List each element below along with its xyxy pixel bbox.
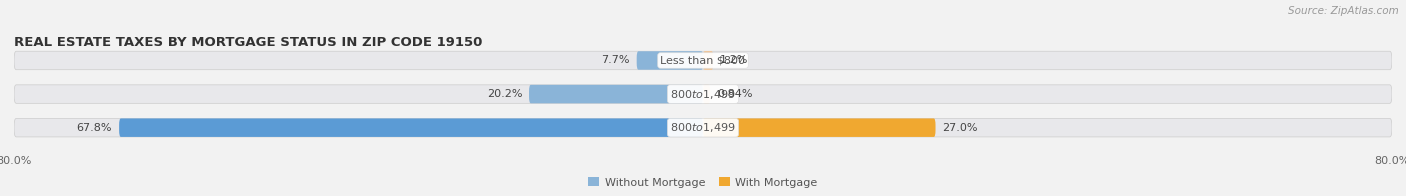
FancyBboxPatch shape bbox=[703, 118, 935, 137]
FancyBboxPatch shape bbox=[637, 51, 703, 70]
Text: 20.2%: 20.2% bbox=[486, 89, 522, 99]
Text: $800 to $1,499: $800 to $1,499 bbox=[671, 121, 735, 134]
FancyBboxPatch shape bbox=[14, 51, 1392, 70]
FancyBboxPatch shape bbox=[703, 85, 710, 103]
Text: 67.8%: 67.8% bbox=[77, 123, 112, 133]
Text: Less than $800: Less than $800 bbox=[661, 55, 745, 65]
FancyBboxPatch shape bbox=[120, 118, 703, 137]
FancyBboxPatch shape bbox=[703, 51, 713, 70]
FancyBboxPatch shape bbox=[14, 118, 1392, 137]
Text: REAL ESTATE TAXES BY MORTGAGE STATUS IN ZIP CODE 19150: REAL ESTATE TAXES BY MORTGAGE STATUS IN … bbox=[14, 36, 482, 49]
Legend: Without Mortgage, With Mortgage: Without Mortgage, With Mortgage bbox=[583, 173, 823, 192]
Text: 1.2%: 1.2% bbox=[720, 55, 748, 65]
FancyBboxPatch shape bbox=[529, 85, 703, 103]
Text: 0.84%: 0.84% bbox=[717, 89, 752, 99]
FancyBboxPatch shape bbox=[14, 85, 1392, 103]
Text: Source: ZipAtlas.com: Source: ZipAtlas.com bbox=[1288, 6, 1399, 16]
Text: 7.7%: 7.7% bbox=[602, 55, 630, 65]
Text: $800 to $1,499: $800 to $1,499 bbox=[671, 88, 735, 101]
Text: 27.0%: 27.0% bbox=[942, 123, 979, 133]
